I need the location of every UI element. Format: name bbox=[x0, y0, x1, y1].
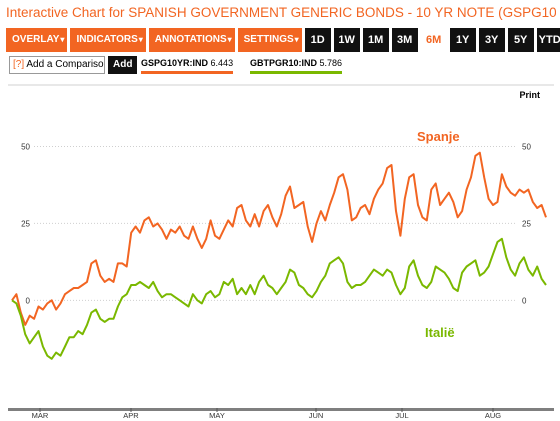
annotation-spain: Spanje bbox=[417, 129, 460, 144]
print-link[interactable]: Print bbox=[519, 90, 540, 100]
y-tick-label-left: 25 bbox=[21, 219, 30, 228]
y-tick-label-right: 50 bbox=[522, 143, 531, 152]
x-axis-bar bbox=[8, 408, 554, 411]
annotation-italy: Italië bbox=[425, 325, 455, 340]
legend-value-italy: 5.786 bbox=[319, 58, 343, 68]
indicators-menu-label: INDICATORS bbox=[76, 34, 138, 45]
x-tick-label: AUG bbox=[485, 411, 501, 420]
settings-menu-label: SETTINGS bbox=[243, 34, 294, 45]
chart-toolbar: OVERLAY▾ INDICATORS▾ ANNOTATIONS▾ SETTIN… bbox=[6, 28, 560, 52]
y-tick-label-left: 0 bbox=[26, 296, 31, 305]
add-comparison-input[interactable]: [?] Add a Comparison bbox=[9, 56, 105, 74]
annotations-menu-button[interactable]: ANNOTATIONS▾ bbox=[148, 28, 235, 52]
legend-item-italy: GBTPGR10:IND 5.786 bbox=[250, 58, 343, 74]
annotations-menu-label: ANNOTATIONS bbox=[154, 34, 227, 45]
x-tick-label: JUN bbox=[309, 411, 324, 420]
series-line-italy bbox=[11, 237, 547, 360]
legend-swatch-spain bbox=[141, 71, 233, 74]
series-line-spain bbox=[11, 151, 547, 326]
overlay-menu-label: OVERLAY bbox=[12, 34, 60, 45]
chevron-down-icon: ▾ bbox=[294, 35, 299, 44]
range-button-1d[interactable]: 1D bbox=[304, 28, 331, 52]
legend-ticker-italy: GBTPGR10:IND bbox=[250, 58, 318, 68]
indicators-menu-button[interactable]: INDICATORS▾ bbox=[70, 28, 146, 52]
settings-menu-button[interactable]: SETTINGS▾ bbox=[237, 28, 302, 52]
range-button-3y[interactable]: 3Y bbox=[478, 28, 505, 52]
x-tick-label: JUL bbox=[395, 411, 408, 420]
range-button-ytd[interactable]: YTD bbox=[536, 28, 560, 52]
chevron-down-icon: ▾ bbox=[227, 35, 232, 44]
x-tick-label: APR bbox=[123, 411, 139, 420]
range-button-1w[interactable]: 1W bbox=[333, 28, 360, 52]
legend-value-spain: 6.443 bbox=[210, 58, 234, 68]
chevron-down-icon: ▾ bbox=[138, 35, 143, 44]
range-button-6m[interactable]: 6M bbox=[420, 28, 447, 52]
comparison-row: [?] Add a Comparison Add bbox=[9, 56, 138, 74]
overlay-menu-button[interactable]: OVERLAY▾ bbox=[6, 28, 68, 52]
add-comparison-button[interactable]: Add bbox=[108, 56, 138, 74]
range-button-1y[interactable]: 1Y bbox=[449, 28, 476, 52]
add-comparison-label: Add a Comparison bbox=[26, 59, 105, 70]
help-icon[interactable]: [?] bbox=[13, 59, 25, 70]
page-title: Interactive Chart for SPANISH GOVERNMENT… bbox=[6, 5, 556, 20]
y-tick-label-left: 50 bbox=[21, 143, 30, 152]
y-tick-label-right: 25 bbox=[522, 219, 531, 228]
range-button-5y[interactable]: 5Y bbox=[507, 28, 534, 52]
legend-item-spain: GSPG10YR:IND 6.443 bbox=[141, 58, 234, 74]
range-button-1m[interactable]: 1M bbox=[362, 28, 389, 52]
range-button-3m[interactable]: 3M bbox=[391, 28, 418, 52]
legend-swatch-italy bbox=[250, 71, 342, 74]
legend-ticker-spain: GSPG10YR:IND bbox=[141, 58, 209, 68]
x-tick-label: MAR bbox=[32, 411, 49, 420]
x-tick-label: MAY bbox=[209, 411, 225, 420]
y-tick-label-right: 0 bbox=[522, 296, 527, 305]
chevron-down-icon: ▾ bbox=[60, 35, 65, 44]
